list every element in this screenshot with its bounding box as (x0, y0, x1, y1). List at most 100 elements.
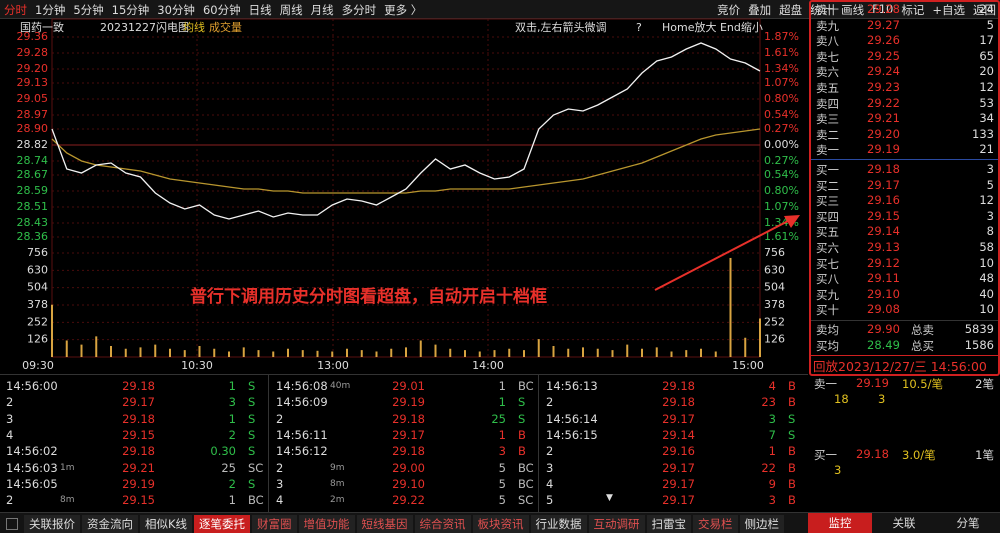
bottom-tab[interactable]: 侧边栏 (739, 514, 785, 533)
volume-bar (242, 347, 245, 357)
tick-price: 29.01 (392, 379, 425, 393)
tick-price: 29.17 (662, 493, 695, 508)
bottom-tab[interactable]: 财富圈 (252, 514, 297, 533)
volume-bar (714, 351, 717, 357)
book-volume: 133 (972, 126, 994, 141)
side-tab[interactable]: 分笔 (956, 516, 980, 530)
toolbar-tab[interactable]: 周线 (279, 3, 303, 17)
y-tick-label: 28.74 (17, 154, 49, 167)
toolbar-button[interactable]: +自选 (932, 3, 965, 17)
toolbar-button[interactable]: 标记 (901, 3, 925, 17)
tick-side: BC (518, 476, 534, 491)
toolbar-tab[interactable]: 30分钟 (157, 3, 195, 17)
bottom-tab[interactable]: 板块资讯 (472, 514, 529, 533)
book-volume: 3 (986, 162, 994, 176)
volume-bar (449, 348, 452, 357)
tick-time: 14:56:11 (276, 427, 328, 442)
tick-tag: 40m (330, 381, 351, 391)
bottom-tab[interactable]: 交易栏 (693, 514, 738, 533)
tick-volume: 1 (768, 444, 776, 459)
volume-bar (419, 340, 422, 357)
toolbar-button[interactable]: 叠加 (748, 3, 772, 17)
avg-line (51, 128, 761, 194)
toolbar-tab[interactable]: 日线 (248, 3, 272, 17)
book-label: 买七 (816, 256, 839, 271)
bottom-tab[interactable]: 互动调研 (588, 514, 645, 533)
queue-per: 10.5/笔 (902, 377, 943, 391)
side-tabs: 监控 关联 分笔 (808, 512, 1000, 533)
summary-price: 28.49 (867, 338, 900, 352)
side-tab[interactable]: 关联 (892, 516, 916, 530)
toolbar-right: 竞价 叠加 超盘 统计 画线 F10 标记 +自选 返回 (717, 2, 996, 18)
volume-bar (729, 257, 732, 357)
book-price: 29.23 (867, 80, 900, 94)
volume-bar (301, 350, 304, 357)
tick-side: B (788, 379, 796, 393)
volume-bar (331, 351, 334, 357)
toolbar-button[interactable]: 统计 (810, 3, 834, 17)
toolbar-button[interactable]: 超盘 (779, 3, 803, 17)
pct-tick-label: 0.27% (764, 122, 799, 135)
tick-price: 29.17 (662, 476, 695, 491)
volume-bar (700, 348, 702, 357)
bottom-tab[interactable]: 综合资讯 (414, 514, 471, 533)
volume-bar (169, 348, 171, 357)
tick-volume: 3 (768, 493, 776, 508)
bottom-tab[interactable]: 短线基因 (356, 514, 413, 533)
bottom-tab[interactable]: 相似K线 (140, 514, 193, 533)
tick-time: 14:56:14 (546, 411, 598, 426)
tick-side: BC (518, 379, 534, 393)
tick-time: 2 (546, 395, 554, 410)
volume-tick-label: 126 (27, 333, 48, 346)
order-book: 卖十 29.28 24 卖九 29.27 5 卖八 29.26 17 卖七 29.25 65 卖六 29.… (809, 0, 1000, 376)
toolbar: 分时 1分钟 5分钟 15分钟 30分钟 60分钟 日线 周线 月线 多分时 更多 〉 竞价 叠加 超盘… (0, 0, 1000, 19)
toolbar-button[interactable]: F10 (872, 2, 894, 16)
toolbar-tab[interactable]: 15分钟 (111, 3, 150, 17)
volume-tick-label: 630 (27, 263, 48, 276)
bottom-tab[interactable]: 逐笔委托 (194, 514, 251, 533)
book-price: 29.25 (867, 48, 900, 63)
book-label: 买四 (816, 209, 839, 224)
toolbar-tab[interactable]: 月线 (310, 3, 334, 17)
toolbar-tab[interactable]: 更多 〉 (384, 3, 423, 17)
volume-bar (434, 344, 437, 357)
tick-volume: 4 (768, 379, 776, 393)
toolbar-button[interactable]: 返回 (973, 3, 996, 17)
menu-icon[interactable] (6, 517, 18, 530)
book-price: 29.22 (867, 95, 900, 110)
bottom-tab[interactable]: 行业数据 (530, 514, 587, 533)
y-tick-label: 29.05 (17, 92, 49, 105)
bottom-tab[interactable]: 增值功能 (298, 514, 355, 533)
queue-count: 2笔 (975, 377, 994, 391)
volume-bar (287, 348, 289, 357)
toolbar-tab[interactable]: 60分钟 (202, 3, 241, 17)
volume-bar (213, 348, 216, 357)
bottom-tab[interactable]: 扫雷宝 (646, 514, 692, 533)
order-queue: 卖一 29.19 10.5/笔 2笔 18 3 买一 29.18 3.0/笔 1笔 3 (808, 376, 1000, 510)
bottom-tab[interactable]: 资金流向 (82, 514, 138, 533)
tick-volume: 5 (498, 460, 506, 475)
tick-volume: 1 (498, 395, 506, 410)
volume-bar (110, 345, 112, 357)
book-price: 29.19 (867, 142, 900, 157)
pct-tick-label: 0.80% (764, 92, 799, 105)
tick-volume: 7 (768, 427, 776, 442)
volume-bar (65, 340, 68, 357)
pct-tick-label: 1.87% (764, 30, 799, 43)
volume-tick-label-right: 378 (764, 298, 785, 311)
toolbar-button[interactable]: 画线 (841, 3, 865, 17)
volume-bar (744, 337, 747, 357)
toolbar-tab[interactable]: 多分时 (341, 3, 377, 17)
tick-side: S (248, 395, 256, 410)
bottom-tab[interactable]: 关联报价 (24, 514, 80, 533)
toolbar-tab[interactable]: 1分钟 (35, 3, 66, 17)
tick-volume: 2 (228, 427, 236, 442)
tick-price: 29.14 (662, 427, 695, 442)
side-tab[interactable]: 监控 (808, 513, 872, 533)
volume-bar (154, 344, 157, 357)
toolbar-tab[interactable]: 5分钟 (73, 3, 104, 17)
volume-bar (611, 350, 614, 357)
volume-bar (316, 350, 319, 357)
toolbar-tab[interactable]: 分时 (4, 3, 27, 17)
toolbar-button[interactable]: 竞价 (717, 3, 741, 17)
